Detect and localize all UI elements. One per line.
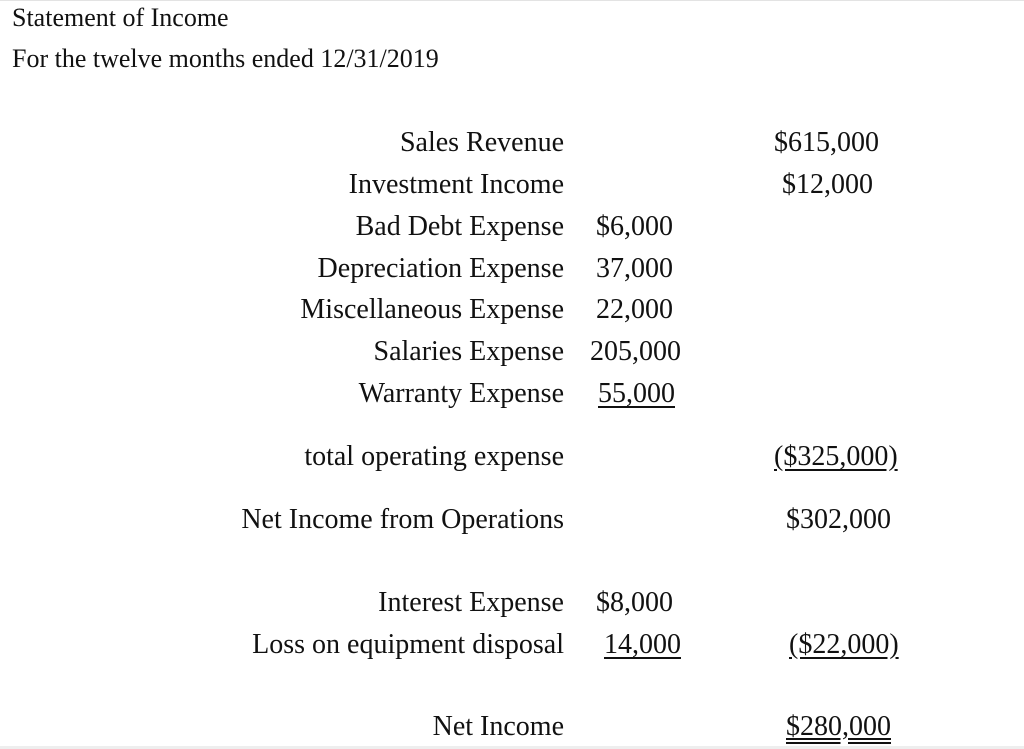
row-total-amount: ($22,000) [789,629,899,660]
row-label: Warranty Expense [358,378,564,409]
row-warranty-expense: Warranty Expense 55,000 [0,377,1024,411]
row-salaries-expense: Salaries Expense 205,000 [0,335,1024,369]
row-label: Interest Expense [378,587,564,618]
row-label: Investment Income [348,169,564,200]
row-investment-income: Investment Income $12,000 [0,168,1024,202]
row-total-operating-expense: total operating expense ($325,000) [0,440,1024,474]
row-total-amount: $302,000 [786,504,891,535]
row-detail-amount: 22,000 [596,294,673,325]
row-bad-debt-expense: Bad Debt Expense $6,000 [0,210,1024,244]
row-total-amount: $280,000 [786,711,891,742]
row-total-amount: $615,000 [774,127,879,158]
row-sales-revenue: Sales Revenue $615,000 [0,126,1024,160]
row-loss-on-equipment-disposal: Loss on equipment disposal 14,000 ($22,0… [0,628,1024,662]
row-net-income: Net Income $280,000 [0,710,1024,744]
row-detail-amount: $8,000 [596,587,673,618]
row-label: Depreciation Expense [317,253,564,284]
statement-period: For the twelve months ended 12/31/2019 [12,44,439,73]
row-detail-amount: 55,000 [598,378,675,409]
row-label: Net Income from Operations [241,504,564,535]
row-label: Bad Debt Expense [355,211,564,242]
row-depreciation-expense: Depreciation Expense 37,000 [0,252,1024,286]
row-total-amount: ($325,000) [774,441,898,472]
row-detail-amount: 37,000 [596,253,673,284]
row-detail-amount: 205,000 [590,336,681,367]
row-label: total operating expense [304,441,564,472]
row-detail-amount: 14,000 [604,629,681,660]
row-label: Sales Revenue [399,127,564,158]
row-label: Net Income [432,711,564,742]
row-label: Salaries Expense [373,336,565,367]
row-detail-amount: $6,000 [596,211,673,242]
row-net-income-from-operations: Net Income from Operations $302,000 [0,503,1024,537]
bottom-border [0,746,1024,749]
statement-title: Statement of Income [12,3,229,32]
row-total-amount: $12,000 [782,169,873,200]
row-label: Miscellaneous Expense [300,294,564,325]
row-label: Loss on equipment disposal [252,629,564,660]
top-border [0,0,1024,1]
row-interest-expense: Interest Expense $8,000 [0,586,1024,620]
row-miscellaneous-expense: Miscellaneous Expense 22,000 [0,293,1024,327]
